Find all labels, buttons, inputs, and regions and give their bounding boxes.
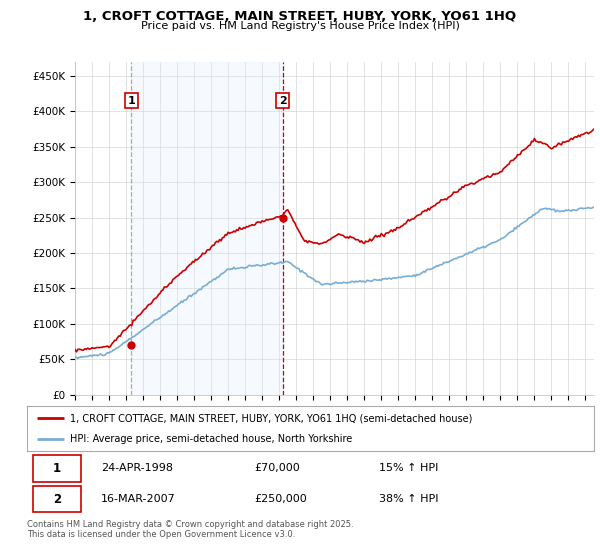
- Text: 2: 2: [279, 96, 287, 106]
- Text: 1, CROFT COTTAGE, MAIN STREET, HUBY, YORK, YO61 1HQ: 1, CROFT COTTAGE, MAIN STREET, HUBY, YOR…: [83, 10, 517, 23]
- Bar: [131, 62, 283, 395]
- FancyBboxPatch shape: [32, 455, 81, 482]
- FancyBboxPatch shape: [32, 486, 81, 512]
- Text: 1, CROFT COTTAGE, MAIN STREET, HUBY, YORK, YO61 1HQ (semi-detached house): 1, CROFT COTTAGE, MAIN STREET, HUBY, YOR…: [70, 413, 472, 423]
- Text: 1: 1: [127, 96, 135, 106]
- Text: 24-APR-1998: 24-APR-1998: [101, 463, 173, 473]
- Text: HPI: Average price, semi-detached house, North Yorkshire: HPI: Average price, semi-detached house,…: [70, 433, 352, 444]
- Text: Contains HM Land Registry data © Crown copyright and database right 2025.
This d: Contains HM Land Registry data © Crown c…: [27, 520, 353, 539]
- Text: 1: 1: [53, 462, 61, 475]
- Text: 2: 2: [53, 493, 61, 506]
- Text: 38% ↑ HPI: 38% ↑ HPI: [379, 494, 438, 504]
- Text: 15% ↑ HPI: 15% ↑ HPI: [379, 463, 438, 473]
- Text: £250,000: £250,000: [254, 494, 307, 504]
- Text: Price paid vs. HM Land Registry's House Price Index (HPI): Price paid vs. HM Land Registry's House …: [140, 21, 460, 31]
- Text: 16-MAR-2007: 16-MAR-2007: [101, 494, 175, 504]
- Text: £70,000: £70,000: [254, 463, 299, 473]
